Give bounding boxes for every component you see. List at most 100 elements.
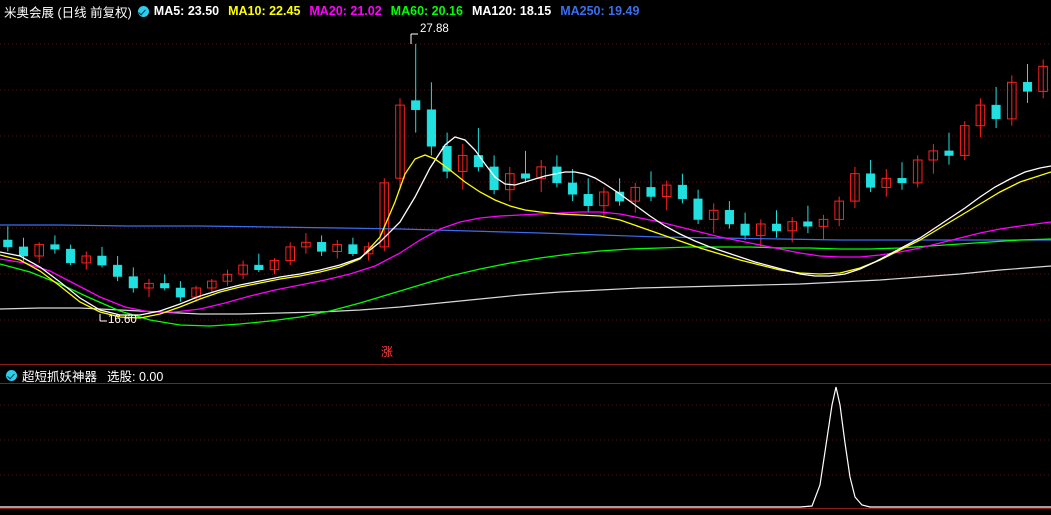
ma120-line (0, 265, 1051, 315)
candle-body (363, 246, 374, 255)
candle-body (222, 273, 233, 282)
ma10-value: 22.45 (269, 4, 301, 18)
candle-body (473, 155, 483, 168)
candle-body (991, 104, 1001, 120)
ma60-line (0, 238, 1051, 327)
candle-body (724, 210, 734, 225)
candle-body (1007, 81, 1017, 120)
candle-body (317, 242, 327, 252)
price-chart-panel[interactable]: 27.88 16.60 涨 (0, 22, 1051, 365)
check-circle-icon-indicator[interactable] (6, 369, 17, 381)
candle-body (740, 223, 750, 236)
ma120-legend: MA120: 18.15 (472, 4, 551, 18)
ma5-legend: MA5: 23.50 (154, 4, 219, 18)
indicator-chart-panel[interactable] (0, 365, 1051, 515)
ma120-value: 18.15 (519, 4, 552, 18)
candle-body (959, 125, 970, 156)
candle-body (301, 241, 311, 248)
candle-body (97, 255, 107, 266)
candle-body (144, 282, 154, 289)
candle-body (18, 246, 29, 257)
candle-body (630, 186, 641, 202)
indicator-spike-line (0, 386, 1051, 508)
candle-body (411, 100, 421, 110)
candle-body (128, 276, 138, 289)
stock-title: 米奥会展 (日线 前复权) (4, 5, 132, 20)
high-price-label: 27.88 (420, 23, 449, 35)
ma250-line (0, 224, 1051, 241)
candle-body (567, 182, 578, 195)
candle-body (583, 194, 593, 206)
candle-body (50, 244, 60, 250)
indicator-chart-svg (0, 386, 1051, 508)
candle-body (661, 184, 672, 198)
candle-body (850, 173, 860, 202)
candle-body (3, 239, 13, 248)
ma10-legend: MA10: 22.45 (228, 4, 300, 18)
candle-body (677, 184, 687, 200)
candle-body (34, 244, 45, 257)
high-price-marker (410, 33, 418, 44)
candle-body (66, 248, 76, 264)
ma250-label: MA250: (560, 4, 605, 18)
candle-body (160, 283, 170, 289)
indicator-value: 选股: 0.00 (107, 369, 164, 384)
candle-body (207, 280, 217, 289)
candle-body (866, 173, 876, 188)
ma250-legend: MA250: 19.49 (560, 4, 639, 18)
indicator-header: 超短抓妖神器 选股: 0.00 (0, 366, 163, 384)
indicator-grid (0, 404, 1051, 476)
ma10-line (0, 154, 1051, 319)
candle-body (269, 260, 280, 271)
panel-separator-top (0, 364, 1051, 365)
candle-body (505, 173, 515, 191)
candle-body (599, 191, 609, 207)
candle-body (787, 221, 798, 232)
candle-body (113, 264, 123, 277)
candle-body (395, 104, 405, 179)
candle-body (834, 200, 845, 220)
panel-separator-bottom (0, 508, 1051, 509)
ma120-label: MA120: (471, 4, 517, 18)
candle-body (881, 177, 892, 188)
candle-body (756, 223, 766, 236)
candle-body (254, 264, 264, 270)
candle-body (426, 109, 436, 147)
candle-body (928, 150, 939, 161)
ma60-value: 20.16 (431, 4, 463, 18)
check-circle-icon[interactable] (137, 5, 149, 17)
ma20-value: 21.02 (350, 4, 382, 18)
candle-body (348, 244, 358, 254)
ma5-line (0, 136, 1051, 316)
candle-body (646, 187, 656, 197)
candlestick-series (3, 43, 1048, 302)
candle-body (693, 198, 703, 220)
candle-body (1022, 82, 1033, 92)
candle-body (552, 166, 562, 184)
price-chart-svg (0, 33, 1051, 327)
candle-body (238, 264, 248, 275)
candle-body (771, 223, 782, 232)
ma60-legend: MA60: 20.16 (391, 4, 463, 18)
candle-body (818, 218, 829, 227)
ma20-line (0, 211, 1051, 313)
indicator-title: 超短抓妖神器 (22, 369, 98, 384)
ma5-label: MA5: (153, 4, 185, 18)
candle-body (520, 173, 531, 179)
candle-body (332, 244, 342, 253)
candle-body (442, 146, 452, 172)
ma250-value: 19.49 (608, 4, 640, 18)
candle-body (457, 154, 468, 172)
low-price-marker (99, 314, 107, 322)
ma20-legend: MA20: 21.02 (309, 4, 381, 18)
low-price-label: 16.60 (108, 314, 137, 326)
candle-body (81, 255, 92, 264)
candle-body (489, 166, 499, 191)
candle-body (912, 159, 923, 184)
candle-body (803, 221, 813, 227)
ma60-label: MA60: (390, 4, 429, 18)
candle-body (944, 150, 954, 156)
candle-body (285, 246, 295, 262)
candle-body (175, 287, 185, 298)
